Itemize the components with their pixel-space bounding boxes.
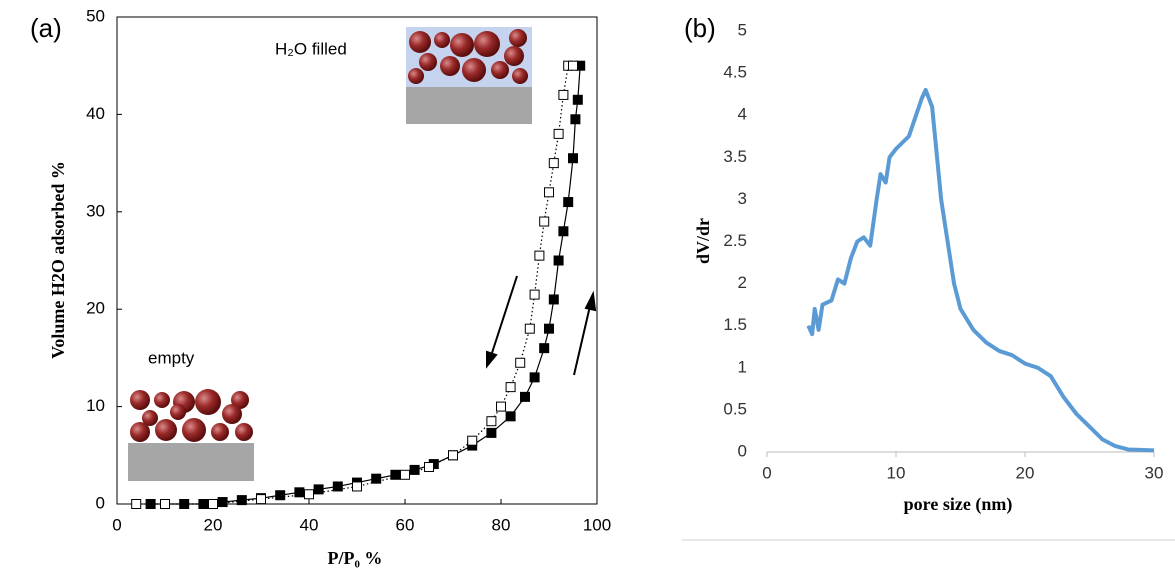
y-tick-label: 1	[738, 357, 747, 376]
data-point	[548, 294, 559, 305]
data-point	[524, 323, 535, 334]
data-point	[467, 435, 478, 446]
data-point	[534, 250, 545, 261]
y-tick-label: 0.5	[723, 399, 747, 418]
data-point	[515, 357, 526, 368]
panel-label: (b)	[684, 13, 716, 43]
x-tick-label: 80	[492, 515, 511, 534]
y-tick-label: 3.5	[723, 147, 747, 166]
data-point	[496, 401, 506, 412]
y-tick-label: 1.5	[723, 315, 747, 334]
series-line	[136, 65, 573, 505]
y-axis-label: dV/dr	[693, 218, 713, 264]
data-point	[424, 461, 434, 472]
data-point	[529, 289, 540, 300]
data-point	[256, 494, 266, 505]
data-point	[313, 484, 324, 495]
y-tick-label: 50	[86, 6, 105, 25]
data-point	[486, 427, 497, 438]
x-axis-label: pore size (nm)	[904, 494, 1013, 515]
y-axis-label: Volume H2O adsorbed %	[48, 161, 68, 359]
data-point	[505, 411, 516, 422]
data-point	[544, 187, 554, 198]
y-tick-label: 30	[86, 201, 105, 220]
y-tick-label: 0	[96, 493, 105, 512]
data-point	[400, 469, 410, 480]
data-point	[145, 499, 156, 509]
panel-label: (a)	[30, 13, 62, 43]
annotation: empty	[148, 348, 195, 367]
x-tick-label: 60	[396, 515, 415, 534]
y-tick-label: 2.5	[723, 231, 747, 250]
data-point	[236, 495, 247, 506]
y-tick-label: 40	[86, 104, 105, 123]
data-point	[558, 226, 569, 237]
data-point	[352, 481, 362, 492]
data-point	[568, 60, 578, 71]
data-point	[570, 114, 581, 125]
data-point	[505, 382, 516, 393]
x-tick-label: 0	[112, 515, 121, 534]
empty-inset	[128, 389, 254, 481]
data-point	[539, 216, 550, 227]
x-tick-label: 20	[204, 515, 223, 534]
y-tick-label: 2	[738, 273, 747, 292]
y-tick-label: 4.5	[723, 63, 747, 82]
x-tick-label: 0	[762, 463, 771, 482]
y-tick-label: 0	[738, 441, 747, 460]
y-tick-label: 3	[738, 189, 747, 208]
x-axis-label: P/P₀ %	[328, 548, 383, 568]
data-point	[409, 464, 420, 475]
data-point	[529, 372, 540, 383]
y-tick-label: 20	[86, 299, 105, 318]
data-point	[563, 197, 574, 208]
data-point	[390, 469, 401, 480]
data-point	[275, 490, 286, 501]
series-line	[806, 87, 1155, 453]
data-point	[553, 128, 564, 139]
data-point	[544, 323, 554, 334]
data-point	[131, 499, 142, 509]
data-point	[217, 497, 228, 508]
y-tick-label: 5	[738, 20, 747, 39]
data-point	[520, 391, 530, 402]
x-tick-label: 20	[1016, 463, 1035, 482]
x-tick-label: 40	[300, 515, 319, 534]
y-tick-label: 4	[738, 105, 747, 124]
data-point	[304, 489, 314, 500]
data-point	[208, 499, 218, 509]
data-point	[486, 416, 497, 427]
x-tick-label: 10	[887, 463, 906, 482]
data-point	[539, 343, 550, 354]
data-point	[548, 158, 559, 169]
data-point	[448, 450, 458, 461]
plot-frame	[116, 16, 598, 505]
data-point	[572, 94, 583, 105]
filled-inset	[406, 27, 532, 124]
data-point	[553, 255, 564, 266]
data-point	[294, 487, 305, 498]
x-tick-label: 30	[1145, 463, 1164, 482]
annotation: H₂O filled	[275, 39, 347, 58]
data-point	[371, 473, 382, 484]
data-point	[160, 499, 170, 509]
arrows	[486, 275, 597, 376]
x-tick-label: 100	[583, 515, 611, 534]
y-tick-label: 10	[86, 396, 105, 415]
data-point	[558, 89, 569, 100]
data-point	[332, 481, 343, 492]
data-point	[568, 153, 578, 164]
data-point	[198, 499, 209, 509]
